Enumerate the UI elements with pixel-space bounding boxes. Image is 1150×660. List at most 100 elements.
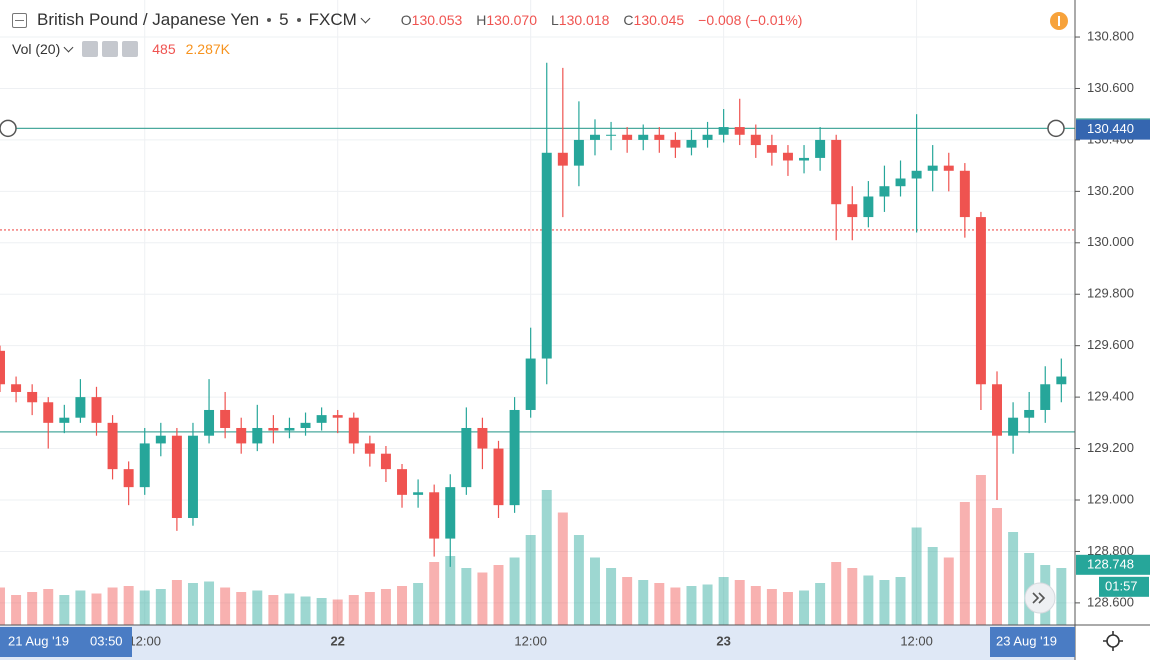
volume-bar (107, 587, 118, 625)
candle-body (943, 165, 954, 171)
crosshair-time: 03:50 (90, 633, 123, 648)
interval[interactable]: 5 (279, 10, 289, 29)
candle-body (782, 152, 793, 161)
candle-body (0, 350, 5, 385)
settings-button[interactable] (1106, 634, 1120, 648)
volume-bar (847, 568, 858, 625)
separator (296, 18, 301, 22)
volume-bar (204, 581, 215, 625)
candle-body (799, 157, 810, 161)
ohlc-key: C (623, 12, 634, 28)
candle-body (1024, 409, 1035, 418)
price-label-bg (1076, 119, 1150, 140)
price-label: 128.748 (1087, 556, 1134, 571)
volume-bar (236, 592, 247, 625)
x-tick-label: 12:00 (514, 633, 547, 648)
candle-body (1040, 384, 1051, 410)
countdown-bg (1099, 576, 1149, 597)
candle-body (220, 409, 231, 428)
volume-bar (590, 557, 600, 625)
volume-bar (11, 595, 22, 625)
settings-icon (1103, 631, 1123, 651)
ohlc-value: 130.053 (411, 12, 463, 28)
candle-body (992, 384, 1002, 436)
y-tick-label: 130.000 (1087, 234, 1134, 249)
scroll-to-end-button[interactable] (1024, 582, 1056, 614)
volume-bar (734, 580, 745, 625)
x-tick-label: 22 (330, 633, 344, 648)
volume-bar (300, 596, 311, 625)
volume-bar (316, 598, 327, 625)
symbol-name[interactable]: British Pound / Japanese Yen (37, 10, 260, 29)
candle-body (107, 422, 118, 470)
candle-body (27, 391, 38, 403)
candle-body (332, 415, 343, 418)
price-label-bg (1076, 554, 1150, 575)
volume-bar (573, 535, 584, 625)
candle-body (622, 134, 633, 140)
volume-bar (171, 580, 182, 625)
volume-bar (59, 595, 70, 625)
volume-bar (992, 508, 1002, 625)
candle-body (895, 178, 906, 187)
candle-body (139, 443, 150, 488)
candle-body (123, 469, 134, 488)
candle-body (815, 139, 826, 158)
dropdown-chevron[interactable] (63, 42, 74, 52)
candle-body (734, 127, 745, 135)
y-tick-label: 130.800 (1087, 28, 1134, 43)
volume-bar (686, 586, 697, 625)
candle-body (638, 134, 649, 140)
volume-name[interactable]: Vol (20) (12, 41, 61, 57)
candle-body (831, 139, 842, 205)
volume-bar (348, 595, 359, 625)
ohlc-item: H130.070 (476, 12, 537, 28)
volume-bar (638, 580, 649, 625)
crosshair-date: 21 Aug '19 (8, 633, 69, 648)
exchange[interactable]: FXCM (308, 10, 357, 29)
volume-bar (1008, 532, 1019, 625)
line-handle[interactable] (1047, 119, 1065, 138)
y-tick-label: 130.200 (1087, 183, 1134, 198)
candle-body (766, 145, 777, 153)
y-tick-label: 130.600 (1087, 80, 1134, 95)
volume-bar (1056, 568, 1067, 625)
candle-body (1008, 417, 1019, 436)
line-handle[interactable] (0, 119, 17, 138)
visibility-button[interactable] (82, 41, 99, 57)
countdown: 01:57 (1105, 578, 1138, 593)
volume-bar (525, 535, 536, 625)
end-label: 23 Aug '19 (996, 633, 1057, 648)
candle-body (204, 409, 215, 436)
y-tick-label: 129.000 (1087, 491, 1134, 506)
volume-bar (429, 562, 440, 625)
ohlc-key: H (476, 12, 487, 28)
candle-body (43, 402, 54, 423)
dropdown-chevron[interactable] (360, 13, 371, 23)
candle-body (348, 417, 359, 444)
warning-icon[interactable] (1050, 12, 1068, 30)
volume-bar (959, 502, 970, 625)
volume-bar (557, 512, 568, 625)
volume-bar (975, 475, 986, 625)
candle-body (155, 435, 166, 444)
volume-bar (397, 586, 408, 625)
volume-ma: 2.287K (185, 41, 230, 57)
candle-body (397, 469, 408, 495)
candle-body (606, 134, 617, 136)
candle-body (541, 152, 552, 359)
remove-button[interactable] (122, 41, 139, 57)
volume-bar (509, 557, 520, 625)
volume-bar (927, 547, 938, 625)
candle-body (959, 170, 970, 218)
volume-bar (718, 577, 729, 625)
volume-bar (187, 583, 198, 625)
candle-body (879, 186, 890, 197)
settings-button[interactable] (102, 41, 119, 57)
collapse-button[interactable] (12, 12, 27, 28)
candle-body (911, 170, 922, 179)
ohlc-key: L (551, 12, 559, 28)
ohlc-item: L130.018 (551, 12, 609, 28)
volume-bar (654, 583, 665, 625)
